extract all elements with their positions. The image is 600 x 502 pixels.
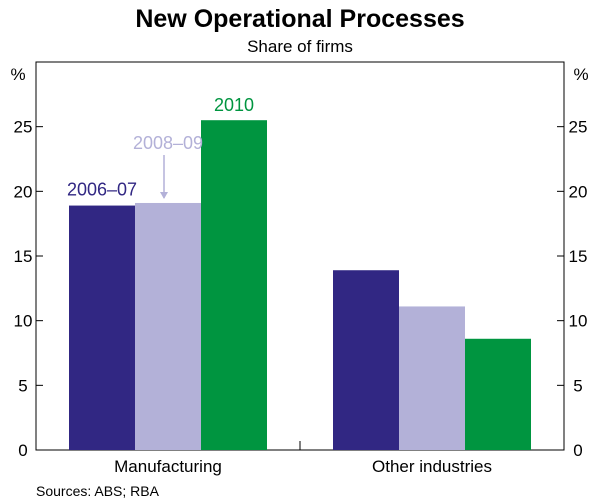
bar-other-industries-200607 (333, 270, 399, 450)
bar-manufacturing-2010 (201, 120, 267, 450)
y-tick-label-left: 10 (14, 312, 33, 331)
y-tick-label-right: 20 (569, 182, 588, 201)
bar-other-industries-200809 (399, 306, 465, 450)
arrowhead-icon (160, 191, 168, 199)
x-category-label: Manufacturing (114, 457, 222, 476)
y-tick-label-left: 20 (14, 182, 33, 201)
series-label-2010: 2010 (214, 95, 254, 115)
y-tick-label-right: 10 (569, 312, 588, 331)
series-label-2006-07: 2006–07 (67, 180, 137, 200)
y-tick-label-right: 15 (569, 247, 588, 266)
category-labels: Manufacturing Other industries (114, 457, 492, 476)
chart-title: New Operational Processes (135, 5, 464, 33)
series-label-2008-09: 2008–09 (133, 133, 203, 153)
series-labels: 2006–07 2008–09 2010 (67, 95, 254, 199)
y-tick-label-left: 25 (14, 118, 33, 137)
y-ticks: 0 0 5 5 10 10 15 15 20 20 25 25 (14, 118, 588, 460)
y-tick-label-right: 0 (573, 441, 582, 460)
source-note: Sources: ABS; RBA (36, 483, 160, 499)
y-tick-label-left: 15 (14, 247, 33, 266)
y-tick-label-left: 5 (18, 376, 27, 395)
y-axis-unit-left: % (10, 65, 25, 84)
x-category-label: Other industries (372, 457, 492, 476)
chart-subtitle: Share of firms (247, 37, 353, 56)
bars (69, 120, 531, 450)
y-tick-label-right: 25 (569, 118, 588, 137)
y-axis-unit-right: % (573, 65, 588, 84)
y-tick-label-right: 5 (573, 376, 582, 395)
bar-other-industries-2010 (465, 338, 531, 450)
bar-manufacturing-200809 (135, 202, 201, 450)
y-tick-label-left: 0 (18, 441, 27, 460)
bar-manufacturing-200607 (69, 205, 135, 450)
